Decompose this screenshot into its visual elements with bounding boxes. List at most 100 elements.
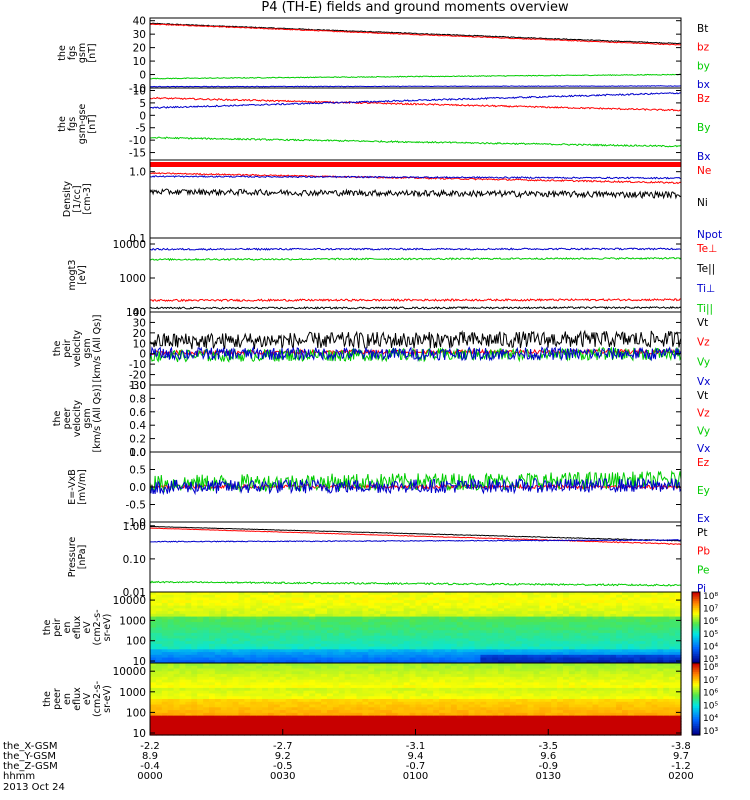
- spectrogram-cell: [492, 627, 499, 631]
- spectrogram-cell: [616, 622, 623, 626]
- spectrogram-cell: [268, 696, 275, 700]
- spectrogram-cell: [374, 674, 381, 678]
- spectrogram-cell: [256, 646, 263, 650]
- spectrogram-cell: [639, 668, 647, 672]
- spectrogram-cell: [486, 663, 493, 667]
- spectrogram-cell: [203, 674, 210, 678]
- colorbar-cell: [692, 706, 700, 709]
- spectrogram-cell: [645, 668, 653, 672]
- spectrogram-cell: [557, 643, 564, 648]
- spectrogram-cell: [645, 679, 653, 683]
- spectrogram-cell: [291, 674, 299, 678]
- spectrogram-cell: [262, 641, 269, 645]
- spectrogram-cell: [350, 682, 358, 686]
- spectrogram-cell: [368, 699, 375, 703]
- spectrogram-cell: [391, 665, 399, 670]
- spectrogram-cell: [427, 685, 434, 689]
- spectrogram-cell: [350, 674, 358, 678]
- spectrogram-cell: [409, 657, 417, 661]
- spectrogram-cell: [474, 649, 481, 653]
- spectrogram-cell: [197, 715, 204, 719]
- spectrogram-cell: [185, 712, 192, 717]
- spectrogram-cell: [397, 671, 405, 675]
- spectrogram-cell: [244, 643, 251, 648]
- spectrogram-cell: [203, 721, 210, 725]
- spectrogram-cell: [238, 624, 245, 629]
- spectrogram-cell: [403, 597, 411, 601]
- spectrogram-cell: [232, 668, 240, 672]
- spectrogram-cell: [362, 657, 369, 661]
- spectrogram-cell: [403, 674, 411, 678]
- spectrogram-cell: [297, 619, 304, 623]
- spectrogram-cell: [563, 608, 570, 612]
- spectrogram-cell: [498, 646, 505, 650]
- spectrogram-cell: [362, 668, 369, 672]
- ytick-label: 0.2: [129, 434, 146, 446]
- ytick-label: 1.0: [129, 447, 146, 459]
- spectrogram-cell: [486, 682, 493, 686]
- spectrogram-cell: [622, 701, 629, 706]
- spectrogram-cell: [439, 638, 446, 642]
- spectrogram-cell: [445, 687, 452, 692]
- spectrogram-cell: [527, 671, 535, 675]
- spectrogram-cell: [669, 674, 676, 678]
- spectrogram-cell: [327, 635, 334, 640]
- spectrogram-cell: [539, 696, 546, 700]
- spectrogram-cell: [285, 602, 293, 607]
- spectrogram-cell: [486, 707, 493, 711]
- spectrogram-cell: [368, 613, 375, 618]
- spectrogram-cell: [315, 723, 322, 728]
- colorbar-cell: [692, 650, 700, 653]
- spectrogram-cell: [450, 693, 458, 697]
- spectrogram-cell: [155, 726, 163, 731]
- spectrogram-cell: [256, 696, 263, 700]
- spectrogram-cell: [350, 646, 358, 650]
- spectrogram-cell: [645, 726, 653, 731]
- spectrogram-cell: [533, 597, 540, 601]
- spectrogram-cell: [445, 605, 452, 609]
- spectrogram-cell: [386, 654, 393, 659]
- spectrogram-cell: [380, 721, 387, 725]
- legend-entry: Bx: [697, 151, 710, 163]
- spectrogram-cell: [515, 712, 523, 717]
- spectrogram-cell: [309, 643, 316, 648]
- spectrogram-cell: [167, 699, 175, 703]
- spectrogram-cell: [332, 718, 340, 722]
- legend-entry: Vx: [697, 443, 710, 455]
- spectrogram-cell: [268, 707, 275, 711]
- spectrogram-cell: [232, 630, 240, 634]
- spectrogram-cell: [409, 611, 417, 615]
- spectrogram-cell: [610, 619, 617, 623]
- spectrogram-cell: [445, 701, 452, 706]
- spectrogram-cell: [427, 687, 434, 692]
- spectrogram-cell: [309, 613, 316, 618]
- spectrogram-cell: [161, 660, 169, 664]
- spectrogram-cell: [244, 605, 251, 609]
- spectrogram-cell: [439, 663, 446, 667]
- spectrogram-cell: [545, 646, 552, 650]
- spectrogram-cell: [356, 611, 363, 615]
- spectrogram-cell: [167, 668, 175, 672]
- spectrogram-cell: [397, 611, 405, 615]
- spectrogram-cell: [574, 605, 582, 609]
- spectrogram-cell: [232, 696, 240, 700]
- spectrogram-cell: [604, 715, 611, 719]
- spectrogram-cell: [315, 597, 322, 601]
- spectrogram-cell: [150, 622, 157, 626]
- spectrogram-cell: [657, 710, 664, 714]
- spectrogram-cell: [456, 715, 464, 719]
- spectrogram-cell: [509, 668, 517, 672]
- spectrogram-cell: [356, 676, 363, 681]
- spectrogram-cell: [598, 679, 605, 683]
- spectrogram-cell: [173, 707, 181, 711]
- spectrogram-cell: [551, 646, 558, 650]
- spectrogram-cell: [297, 613, 304, 618]
- spectrogram-cell: [445, 696, 452, 700]
- spectrogram-cell: [675, 699, 682, 703]
- spectrogram-cell: [421, 674, 428, 678]
- spectrogram-cell: [321, 611, 328, 615]
- spectrogram-cell: [509, 687, 517, 692]
- spectrogram-cell: [403, 671, 411, 675]
- spectrogram-cell: [480, 707, 487, 711]
- spectrogram-cell: [545, 682, 552, 686]
